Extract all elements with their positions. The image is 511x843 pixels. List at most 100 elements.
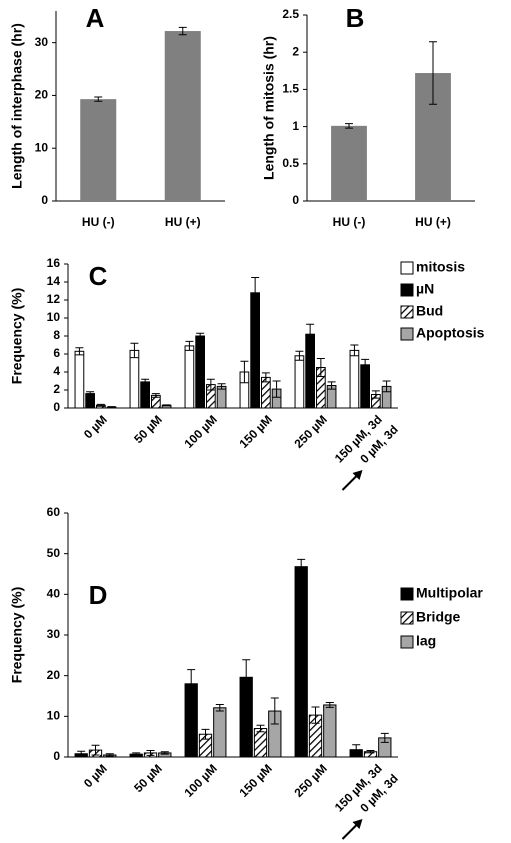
error-bar — [325, 702, 334, 708]
legend-swatch — [400, 611, 414, 625]
x-tick-label: 250 µM — [291, 761, 329, 799]
bar — [294, 566, 308, 758]
bar — [294, 355, 305, 409]
y-tick-label: 8 — [53, 328, 60, 342]
x-tick-label: HU (-) — [82, 215, 115, 229]
bar — [250, 292, 260, 409]
panel-label: D — [89, 580, 108, 610]
bar — [331, 125, 367, 201]
bar — [195, 335, 205, 409]
error-bar — [272, 380, 281, 398]
legend-label: Multipolar — [416, 585, 483, 601]
error-bar — [366, 749, 375, 754]
error-bar — [178, 26, 187, 36]
bar — [74, 350, 85, 409]
y-tick-label: 0 — [53, 749, 60, 763]
error-bar — [382, 380, 391, 393]
error-bar — [327, 381, 336, 390]
error-bar — [311, 706, 320, 724]
bar — [305, 333, 315, 409]
bar — [140, 381, 150, 409]
x-tick-label: HU (+) — [415, 215, 451, 229]
y-tick-label: 10 — [47, 310, 61, 324]
error-bar — [256, 724, 265, 733]
error-bar — [187, 669, 196, 699]
y-tick-label: 10 — [35, 140, 49, 154]
error-bar — [350, 344, 359, 357]
error-bar — [86, 391, 95, 396]
x-tick-label: 100 µM — [181, 761, 219, 799]
error-bar — [141, 378, 150, 386]
x-tick-label: 150 µM — [236, 412, 274, 450]
legend-swatch — [400, 635, 414, 649]
bar — [253, 728, 268, 758]
y-tick-label: 0 — [292, 193, 299, 207]
legend-label: lag — [416, 633, 436, 649]
error-bar — [215, 704, 224, 712]
error-bar — [316, 358, 325, 377]
y-tick-label: 1.5 — [282, 82, 299, 96]
error-bar — [297, 558, 306, 575]
error-bar — [201, 728, 210, 740]
error-bar — [295, 350, 304, 361]
x-tick-label: HU (+) — [165, 215, 201, 229]
legend-label: Apoptosis — [416, 325, 485, 341]
legend-label: Bud — [416, 303, 443, 319]
error-bar — [196, 332, 205, 340]
legend-swatch — [400, 261, 414, 275]
error-bar — [240, 360, 249, 384]
y-tick-label: 2 — [53, 382, 60, 396]
error-bar — [242, 659, 251, 696]
y-tick-label: 4 — [53, 364, 60, 378]
y-axis-label: Length of mitosis (hr) — [261, 36, 277, 180]
error-bar — [130, 342, 139, 359]
y-tick-label: 20 — [35, 88, 49, 102]
y-tick-label: 12 — [47, 292, 61, 306]
panel-label: A — [86, 3, 105, 33]
legend-label: mitosis — [416, 259, 465, 275]
error-bar — [107, 406, 116, 409]
bar — [184, 345, 195, 409]
legend-label: µN — [416, 281, 434, 297]
error-bar — [146, 749, 155, 756]
bar — [213, 707, 227, 758]
bar — [129, 349, 140, 409]
y-tick-label: 2.5 — [282, 7, 299, 21]
y-axis-label: Length of interphase (hr) — [9, 23, 25, 189]
error-bar — [96, 403, 105, 407]
error-bar — [206, 378, 215, 391]
error-bar — [185, 340, 194, 351]
x-tick-label: 150 µM — [236, 761, 274, 799]
x-tick-label: 250 µM — [291, 412, 329, 450]
x-tick-label: 0 µM — [81, 412, 110, 441]
y-tick-label: 14 — [47, 274, 61, 288]
x-tick-label: 50 µM — [131, 412, 165, 446]
y-axis-label: Frequency (%) — [9, 587, 25, 683]
x-tick-label: 100 µM — [181, 412, 219, 450]
y-tick-label: 2 — [292, 44, 299, 58]
bar — [323, 704, 337, 758]
y-axis-label: Frequency (%) — [9, 288, 25, 384]
arrow-head — [352, 470, 363, 480]
error-bar — [261, 372, 270, 383]
panel-label: B — [346, 3, 365, 33]
error-bar — [352, 744, 361, 756]
error-bar — [105, 753, 114, 757]
error-bar — [151, 393, 160, 398]
y-tick-label: 60 — [47, 505, 61, 519]
arrow — [341, 822, 360, 840]
y-tick-label: 6 — [53, 346, 60, 360]
bar — [349, 349, 360, 409]
y-tick-label: 30 — [35, 35, 49, 49]
error-bar — [77, 750, 86, 757]
error-bar — [251, 277, 260, 309]
x-tick-label: HU (-) — [333, 215, 366, 229]
error-bar — [361, 358, 370, 371]
y-tick-label: 10 — [47, 709, 61, 723]
bar — [216, 385, 227, 409]
x-tick-label: 0 µM — [81, 761, 110, 790]
legend-swatch — [400, 283, 414, 297]
error-bar — [306, 323, 315, 345]
y-tick-label: 0 — [53, 400, 60, 414]
